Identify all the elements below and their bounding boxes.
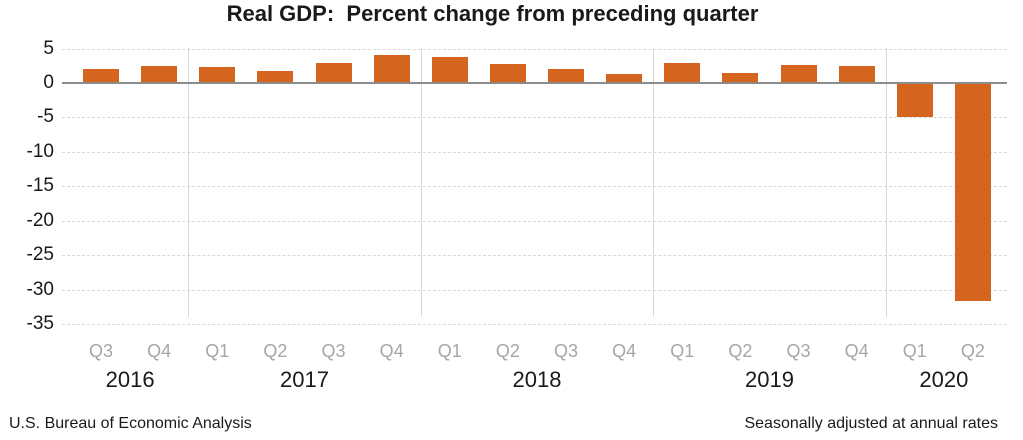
bar-q2-2019 xyxy=(722,72,759,83)
quarter-tick-label: Q2 xyxy=(495,341,520,361)
y-axis-tick-label: 5 xyxy=(43,37,54,59)
gridline-5 xyxy=(62,48,1007,50)
quarter-tick-label: Q2 xyxy=(263,341,288,361)
quarter-tick-label: Q3 xyxy=(786,341,811,361)
bar-q3-2017 xyxy=(315,63,352,83)
bar-q4-2017 xyxy=(373,54,410,83)
year-separator xyxy=(420,48,422,317)
gridline--5 xyxy=(62,117,1007,119)
y-axis-tick-label: -35 xyxy=(26,313,54,334)
year-label-2019: 2019 xyxy=(745,367,794,392)
y-axis-tick-label: -25 xyxy=(26,244,54,266)
quarter-tick-label: Q3 xyxy=(321,341,346,361)
bar-q2-2018 xyxy=(489,64,526,83)
quarter-tick-label: Q4 xyxy=(147,341,172,361)
bar-q3-2018 xyxy=(548,68,585,83)
y-axis-tick-label: -5 xyxy=(37,106,54,128)
quarter-tick-label: Q1 xyxy=(437,341,462,361)
gridline--35 xyxy=(62,324,1007,325)
bar-q4-2019 xyxy=(838,66,875,83)
quarter-tick-label: Q1 xyxy=(205,341,230,361)
bar-q1-2019 xyxy=(664,63,701,83)
gridline--20 xyxy=(62,220,1007,222)
bar-q1-2018 xyxy=(431,56,468,83)
bar-q1-2017 xyxy=(199,67,236,83)
bar-q4-2016 xyxy=(141,65,178,83)
quarter-tick-label: Q3 xyxy=(89,341,114,361)
year-separator xyxy=(188,48,190,317)
gridline--10 xyxy=(62,151,1007,153)
quarter-tick-label: Q2 xyxy=(728,341,753,361)
year-separator xyxy=(885,48,887,317)
bar-q4-2018 xyxy=(606,74,643,83)
y-axis-tick-label: -20 xyxy=(26,209,54,231)
bar-q1-2020 xyxy=(896,83,933,118)
gridline--30 xyxy=(62,289,1007,291)
bar-q3-2016 xyxy=(83,68,120,83)
y-axis-tick-label: 0 xyxy=(43,72,54,93)
year-separator xyxy=(653,48,655,317)
quarter-tick-label: Q4 xyxy=(379,341,404,361)
gridline--25 xyxy=(62,255,1007,257)
y-axis-tick-label: -10 xyxy=(26,140,54,162)
y-axis-tick-label: -30 xyxy=(26,278,54,300)
source-attribution: U.S. Bureau of Economic Analysis xyxy=(9,415,252,432)
year-label-2016: 2016 xyxy=(105,367,155,392)
year-label-2020: 2020 xyxy=(919,367,969,392)
year-label-2017: 2017 xyxy=(280,367,329,392)
quarter-tick-label: Q4 xyxy=(844,341,869,361)
bar-q3-2019 xyxy=(780,65,817,83)
bar-q2-2017 xyxy=(257,71,294,83)
zero-axis-line xyxy=(62,82,1007,84)
chart-title: Real GDP: Percent change from preceding … xyxy=(226,1,759,26)
quarter-tick-label: Q3 xyxy=(554,341,579,361)
adjustment-note: Seasonally adjusted at annual rates xyxy=(744,415,998,432)
quarter-tick-label: Q1 xyxy=(670,341,695,361)
quarter-tick-label: Q4 xyxy=(612,341,637,361)
gridline--15 xyxy=(62,186,1007,188)
y-axis-tick-label: -15 xyxy=(26,175,54,197)
bar-q2-2020 xyxy=(954,83,991,302)
quarter-tick-label: Q2 xyxy=(960,341,985,361)
year-label-2018: 2018 xyxy=(512,367,562,392)
quarter-tick-label: Q1 xyxy=(902,341,927,361)
